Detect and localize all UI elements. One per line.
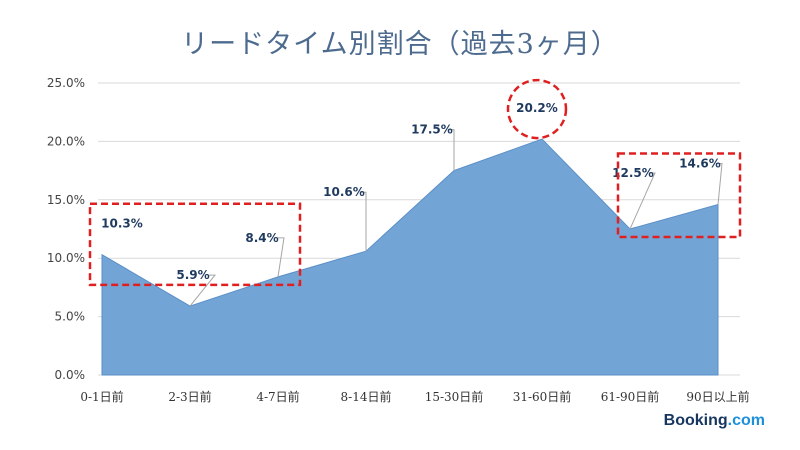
y-tick-label: 25.0% (47, 76, 85, 90)
x-tick-label: 61-90日前 (601, 389, 660, 404)
leader-line (360, 191, 367, 252)
data-labels: 10.3% 5.9% 8.4% 10.6% 17.5% 20.2% 12.5% 14.6% (101, 101, 721, 282)
highlight-rect (88, 202, 302, 287)
y-axis-ticks: 0.0% 5.0% 10.0% 15.0% 20.0% 25.0% (47, 76, 85, 382)
y-tick-label: 10.0% (47, 251, 85, 265)
highlight-annotations (88, 78, 742, 287)
x-tick-label: 2-3日前 (168, 389, 211, 404)
x-tick-label: 31-60日前 (513, 389, 572, 404)
y-tick-label: 20.0% (47, 134, 85, 148)
logo-brand: Booking (663, 412, 728, 429)
x-tick-label: 90日以上前 (686, 389, 749, 404)
x-tick-label: 15-30日前 (425, 389, 484, 404)
data-label: 5.9% (176, 268, 209, 282)
data-label: 14.6% (679, 156, 721, 170)
leader-line (716, 162, 723, 205)
x-tick-label: 8-14日前 (341, 389, 392, 404)
chart-title: リードタイム別割合（過去3ヶ月） (181, 29, 619, 60)
data-label: 20.2% (516, 101, 558, 115)
booking-logo: Booking.com (664, 412, 765, 430)
y-tick-label: 5.0% (55, 310, 86, 324)
data-label: 17.5% (411, 123, 453, 137)
highlight-rect (616, 152, 742, 239)
data-label: 8.4% (245, 231, 278, 245)
leader-line (448, 129, 455, 171)
x-axis-ticks: 0-1日前 2-3日前 4-7日前 8-14日前 15-30日前 31-60日前 61-90… (80, 389, 749, 404)
leader-line (629, 172, 656, 230)
x-tick-label: 0-1日前 (80, 389, 123, 404)
highlight-circle (506, 78, 568, 140)
leader-line (277, 237, 285, 277)
data-label: 10.6% (323, 185, 365, 199)
data-label: 10.3% (101, 217, 143, 231)
y-tick-label: 0.0% (55, 368, 86, 382)
label-leader-lines (189, 129, 723, 307)
logo-suffix: .com (727, 412, 765, 429)
data-label: 12.5% (612, 166, 654, 180)
x-tick-label: 4-7日前 (256, 389, 299, 404)
leader-line (189, 274, 217, 307)
y-tick-label: 15.0% (47, 193, 85, 207)
